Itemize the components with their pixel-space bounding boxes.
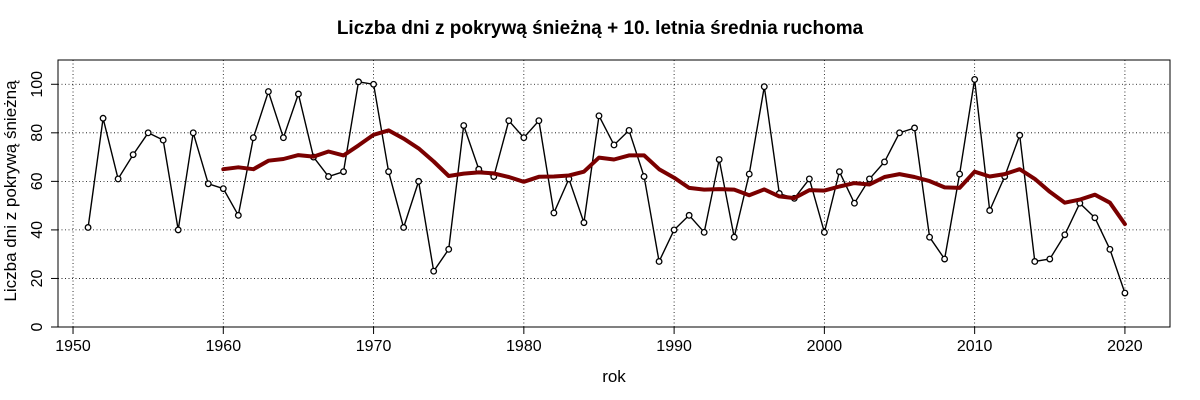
data-point	[174, 226, 182, 234]
data-point	[685, 211, 693, 219]
data-point	[911, 124, 918, 132]
data-point	[505, 117, 513, 125]
data-point	[1061, 231, 1069, 239]
data-point	[114, 175, 122, 183]
data-point	[99, 114, 107, 122]
data-point	[971, 75, 979, 83]
data-point	[610, 141, 618, 149]
data-point	[84, 224, 92, 231]
data-point	[144, 129, 152, 137]
data-point	[325, 173, 332, 180]
x-axis-label: rok	[602, 367, 626, 386]
annual-series-line	[87, 79, 1126, 294]
data-point	[745, 170, 753, 178]
data-point	[219, 185, 227, 193]
x-tick-label: 1970	[356, 338, 392, 355]
x-tick-label: 1990	[656, 338, 692, 355]
data-point	[670, 226, 678, 234]
data-point	[820, 228, 828, 236]
data-point	[835, 168, 843, 176]
x-tick-label: 2000	[807, 338, 843, 355]
data-point	[340, 168, 347, 176]
data-point	[1106, 245, 1114, 253]
x-axis: 1950 1960 1970 1980 1990 2000 2010 2020	[55, 327, 1143, 355]
data-point	[730, 233, 738, 241]
data-point	[234, 211, 242, 219]
data-point	[535, 117, 543, 125]
data-point	[926, 233, 934, 241]
data-point	[850, 199, 858, 207]
y-tick-label: 60	[29, 172, 46, 190]
data-point	[805, 175, 813, 183]
y-tick-label: 100	[29, 71, 46, 98]
x-tick-label: 1980	[506, 338, 542, 355]
data-point	[595, 112, 603, 120]
data-point	[1121, 289, 1129, 297]
grid-lines	[58, 60, 1170, 328]
data-point	[204, 180, 212, 188]
data-point	[1016, 131, 1024, 139]
data-point	[1031, 258, 1039, 265]
data-point	[355, 78, 362, 86]
data-point	[445, 245, 453, 253]
data-point	[264, 88, 272, 96]
data-point	[430, 267, 438, 275]
data-point	[866, 175, 873, 183]
data-point	[760, 83, 768, 91]
data-point	[415, 177, 423, 185]
annual-series-points	[84, 75, 1129, 297]
chart-title: Liczba dni z pokrywą śnieżną + 10. letni…	[336, 18, 864, 39]
data-point	[249, 134, 257, 142]
data-point	[550, 209, 558, 217]
data-point	[1046, 255, 1054, 263]
data-point	[640, 173, 648, 180]
y-axis: 0 20 40 60 80 100	[29, 71, 58, 331]
data-point	[279, 134, 287, 142]
data-point	[460, 122, 468, 129]
x-tick-label: 1950	[55, 338, 91, 355]
data-point	[896, 129, 903, 137]
y-tick-label: 0	[29, 322, 46, 331]
y-tick-label: 40	[29, 221, 46, 239]
y-tick-label: 20	[29, 269, 46, 287]
data-point	[400, 224, 408, 231]
y-tick-label: 80	[29, 124, 46, 142]
x-tick-label: 2010	[957, 338, 993, 355]
data-point	[370, 80, 378, 88]
data-point	[655, 258, 663, 265]
data-point	[520, 134, 528, 142]
data-point	[956, 170, 964, 178]
x-tick-label: 2020	[1107, 338, 1143, 355]
data-point	[189, 129, 197, 137]
data-point	[294, 90, 302, 98]
data-point	[715, 156, 723, 163]
x-tick-label: 1960	[206, 338, 242, 355]
data-point	[159, 136, 167, 144]
y-axis-label: Liczba dni z pokrywą śnieżną	[1, 80, 20, 302]
data-point	[129, 151, 137, 159]
data-point	[941, 255, 949, 263]
plot-frame	[57, 59, 1171, 328]
data-point	[986, 207, 994, 214]
data-point	[881, 158, 888, 166]
data-point	[580, 219, 588, 227]
data-point	[625, 126, 633, 134]
data-point	[385, 168, 393, 176]
data-point	[700, 228, 708, 236]
moving-average-line	[221, 128, 1127, 227]
data-point	[1091, 214, 1099, 222]
